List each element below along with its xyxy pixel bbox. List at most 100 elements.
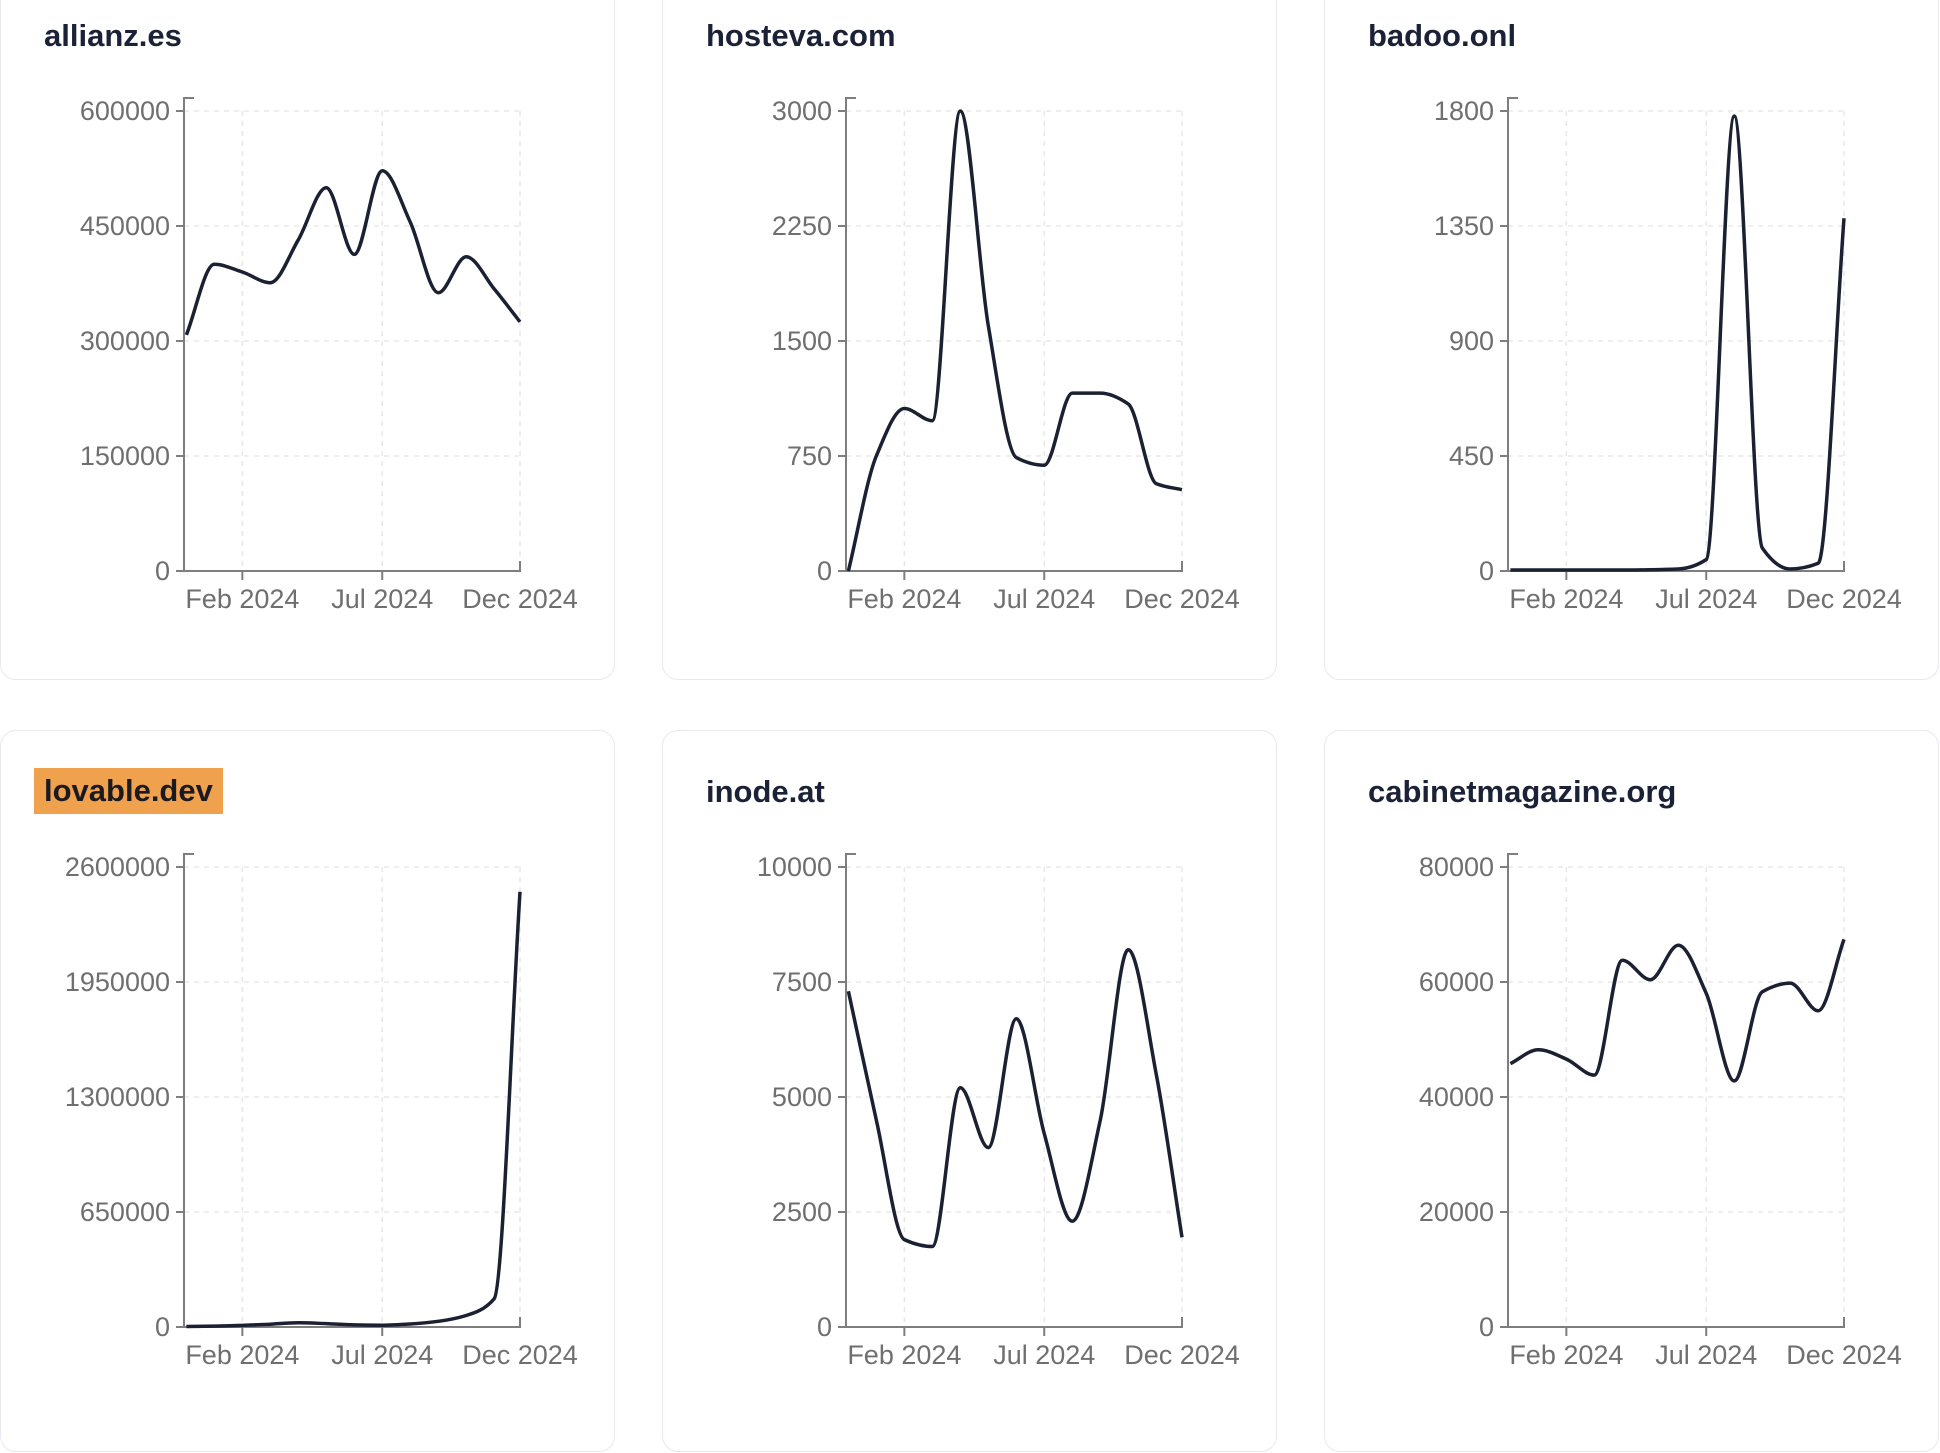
axes	[1500, 853, 1845, 1336]
svg-text:1800: 1800	[1434, 96, 1494, 126]
svg-text:Feb 2024: Feb 2024	[1509, 584, 1623, 614]
svg-text:900: 900	[1449, 326, 1494, 356]
line-chart-inode: 10000 7500 5000 2500 0 Feb 2024 Jul 2024 Dec 20…	[757, 852, 1240, 1370]
v-gridlines	[1565, 867, 1845, 1327]
svg-text:Feb 2024: Feb 2024	[185, 1340, 299, 1370]
axes	[838, 97, 1183, 580]
svg-text:450: 450	[1449, 441, 1494, 471]
svg-text:2600000: 2600000	[65, 852, 170, 882]
y-tick-labels: 10000 7500 5000 2500 0	[757, 852, 832, 1342]
v-gridlines	[1565, 111, 1845, 571]
h-gridlines	[1508, 110, 1844, 457]
series-line	[186, 891, 522, 1329]
x-tick-labels: Feb 2024 Jul 2024 Dec 2024	[1509, 584, 1901, 614]
svg-text:300000: 300000	[80, 326, 170, 356]
svg-text:Feb 2024: Feb 2024	[847, 584, 961, 614]
y-tick-labels: 3000 2250 1500 750 0	[772, 96, 832, 586]
svg-text:150000: 150000	[80, 441, 170, 471]
svg-text:600000: 600000	[80, 96, 170, 126]
y-tick-labels: 1800 1350 900 450 0	[1434, 96, 1494, 586]
series-line	[846, 948, 1184, 1249]
svg-text:Dec 2024: Dec 2024	[462, 584, 578, 614]
series-line	[846, 109, 1183, 572]
chart-card-allianz: allianz.es 600000 450000 300000 150000 0 Feb …	[0, 0, 615, 680]
series-line	[1509, 938, 1846, 1083]
axes	[176, 853, 521, 1336]
svg-text:3000: 3000	[772, 96, 832, 126]
svg-text:Feb 2024: Feb 2024	[847, 1340, 961, 1370]
chart-card-lovable: lovable.dev 2600000 1950000 1300000 650000 0…	[0, 730, 615, 1452]
chart-card-badoo: badoo.onl 1800 1350 900 450 0 Feb 2024 Jul 202…	[1324, 0, 1939, 680]
chart-card-hosteva: hosteva.com 3000 2250 1500 750 0 Feb 2024 Jul …	[662, 0, 1277, 680]
svg-text:0: 0	[1479, 1312, 1494, 1342]
h-gridlines	[846, 866, 1182, 1213]
series-line	[184, 169, 522, 336]
x-tick-labels: Feb 2024 Jul 2024 Dec 2024	[185, 584, 577, 614]
svg-text:40000: 40000	[1419, 1082, 1494, 1112]
line-chart-hosteva: 3000 2250 1500 750 0 Feb 2024 Jul 2024 Dec 2024	[772, 96, 1240, 614]
axes	[838, 853, 1183, 1336]
svg-text:2250: 2250	[772, 211, 832, 241]
svg-text:20000: 20000	[1419, 1197, 1494, 1227]
svg-text:Dec 2024: Dec 2024	[1786, 584, 1902, 614]
svg-text:Jul 2024: Jul 2024	[1655, 584, 1757, 614]
h-gridlines	[184, 866, 520, 1213]
svg-text:0: 0	[155, 1312, 170, 1342]
x-tick-labels: Feb 2024 Jul 2024 Dec 2024	[1509, 1340, 1901, 1370]
svg-text:1950000: 1950000	[65, 967, 170, 997]
svg-text:Feb 2024: Feb 2024	[1509, 1340, 1623, 1370]
svg-text:2500: 2500	[772, 1197, 832, 1227]
svg-text:Jul 2024: Jul 2024	[331, 584, 433, 614]
chart-title-allianz: allianz.es	[44, 18, 182, 53]
svg-text:1300000: 1300000	[65, 1082, 170, 1112]
y-tick-labels: 600000 450000 300000 150000 0	[80, 96, 170, 586]
svg-text:60000: 60000	[1419, 967, 1494, 997]
chart-title-badoo: badoo.onl	[1368, 18, 1517, 53]
v-gridlines	[903, 111, 1183, 571]
series-line	[1510, 114, 1846, 572]
x-tick-labels: Feb 2024 Jul 2024 Dec 2024	[847, 1340, 1239, 1370]
svg-text:Jul 2024: Jul 2024	[993, 584, 1095, 614]
chart-title-lovable: lovable.dev	[34, 768, 223, 814]
axes	[1500, 97, 1845, 580]
svg-text:0: 0	[817, 1312, 832, 1342]
svg-text:650000: 650000	[80, 1197, 170, 1227]
chart-title-hosteva: hosteva.com	[706, 18, 896, 53]
y-tick-labels: 80000 60000 40000 20000 0	[1419, 852, 1494, 1342]
svg-text:450000: 450000	[80, 211, 170, 241]
chart-title-cabinetmagazine: cabinetmagazine.org	[1368, 774, 1677, 809]
svg-text:80000: 80000	[1419, 852, 1494, 882]
svg-text:Jul 2024: Jul 2024	[1655, 1340, 1757, 1370]
svg-text:Dec 2024: Dec 2024	[1124, 584, 1240, 614]
axes	[176, 97, 521, 580]
svg-text:750: 750	[787, 441, 832, 471]
svg-text:7500: 7500	[772, 967, 832, 997]
x-tick-labels: Feb 2024 Jul 2024 Dec 2024	[847, 584, 1239, 614]
svg-text:1500: 1500	[772, 326, 832, 356]
svg-text:Jul 2024: Jul 2024	[331, 1340, 433, 1370]
svg-text:Dec 2024: Dec 2024	[1786, 1340, 1902, 1370]
line-chart-allianz: 600000 450000 300000 150000 0 Feb 2024 Jul 202…	[80, 96, 578, 614]
v-gridlines	[903, 867, 1183, 1327]
v-gridlines	[241, 111, 521, 571]
svg-text:0: 0	[1479, 556, 1494, 586]
h-gridlines	[184, 110, 520, 457]
svg-text:10000: 10000	[757, 852, 832, 882]
line-chart-badoo: 1800 1350 900 450 0 Feb 2024 Jul 2024 Dec 2024	[1434, 96, 1902, 614]
chart-card-cabinetmagazine: cabinetmagazine.org 80000 60000 40000 20000…	[1324, 730, 1939, 1452]
svg-text:0: 0	[155, 556, 170, 586]
chart-card-inode: inode.at 10000 7500 5000 2500 0 Feb 2024 Jul 2…	[662, 730, 1277, 1452]
x-tick-labels: Feb 2024 Jul 2024 Dec 2024	[185, 1340, 577, 1370]
svg-text:5000: 5000	[772, 1082, 832, 1112]
chart-title-inode: inode.at	[706, 774, 825, 809]
svg-text:Feb 2024: Feb 2024	[185, 584, 299, 614]
svg-text:Jul 2024: Jul 2024	[993, 1340, 1095, 1370]
line-chart-lovable: 2600000 1950000 1300000 650000 0 Feb 2024 Jul …	[65, 852, 578, 1370]
svg-text:Dec 2024: Dec 2024	[462, 1340, 578, 1370]
svg-text:1350: 1350	[1434, 211, 1494, 241]
v-gridlines	[241, 867, 521, 1327]
y-tick-labels: 2600000 1950000 1300000 650000 0	[65, 852, 170, 1342]
svg-text:Dec 2024: Dec 2024	[1124, 1340, 1240, 1370]
line-chart-cabinetmagazine: 80000 60000 40000 20000 0 Feb 2024 Jul 2024 Dec…	[1419, 852, 1902, 1370]
